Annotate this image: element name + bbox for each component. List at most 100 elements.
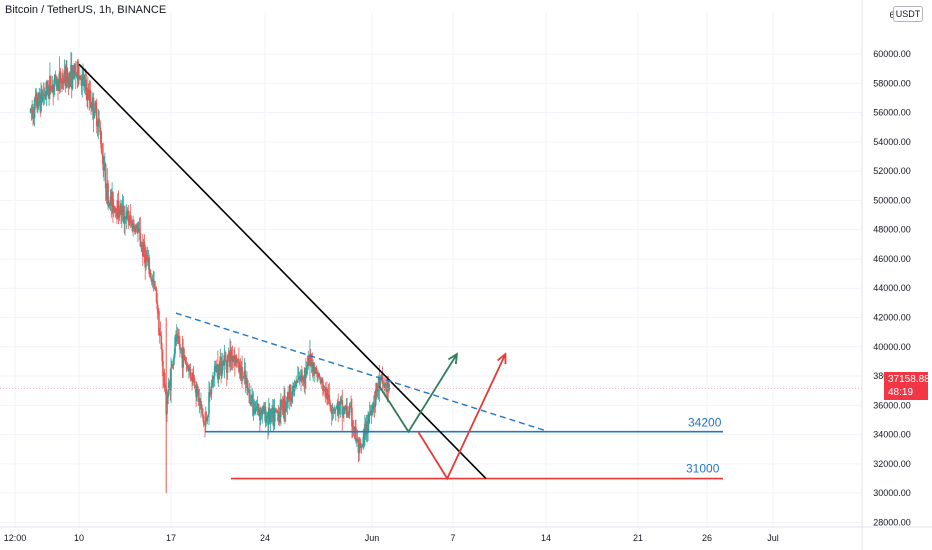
up-candle <box>363 433 365 438</box>
down-candle <box>44 93 46 96</box>
price-tick-label: 28000.00 <box>873 517 911 527</box>
up-candle <box>124 216 126 224</box>
price-tick-label: 36000.00 <box>873 400 911 410</box>
down-candle <box>123 218 126 224</box>
up-candle <box>307 355 310 364</box>
down-candle <box>330 406 332 412</box>
down-candle <box>72 65 75 79</box>
down-candle <box>122 205 125 219</box>
bar-countdown: 48:19 <box>888 387 914 398</box>
down-candle <box>385 384 388 392</box>
down-candle <box>177 335 180 339</box>
up-candle <box>63 70 66 82</box>
up-candle <box>175 333 178 342</box>
down-candle <box>146 255 148 262</box>
up-candle <box>300 370 302 381</box>
down-candle <box>42 95 45 97</box>
up-candle <box>153 281 155 283</box>
down-candle <box>277 411 280 422</box>
up-candle <box>84 79 87 83</box>
price-tick-label: 58000.00 <box>873 78 911 88</box>
up-candle <box>93 113 96 119</box>
up-candle <box>361 444 364 446</box>
up-candle <box>158 332 161 336</box>
down-candle <box>276 410 278 412</box>
down-candle <box>203 422 205 424</box>
up-candle <box>68 73 71 88</box>
up-candle <box>223 355 226 366</box>
down-candle <box>220 356 222 376</box>
up-candle <box>242 376 245 378</box>
down-candle <box>152 279 155 283</box>
down-candle <box>159 332 162 336</box>
down-candle <box>129 215 132 222</box>
down-candle <box>197 388 200 402</box>
down-candle <box>344 407 347 411</box>
price-axis[interactable]: 28000.00 30000.00 32000.00 34000.00 36000.00… <box>861 0 911 550</box>
up-candle <box>372 402 374 411</box>
up-candle <box>255 406 258 408</box>
currency-button[interactable]: USDT <box>893 6 923 22</box>
up-candle <box>82 74 84 76</box>
up-candle <box>326 393 329 400</box>
price-tick-label: 54000.00 <box>873 137 911 147</box>
up-candle <box>166 404 168 415</box>
up-candle <box>376 389 379 392</box>
down-candle <box>305 368 307 376</box>
up-candle <box>309 353 311 366</box>
up-candle <box>97 118 100 127</box>
up-candle <box>374 395 377 408</box>
down-candle <box>87 88 90 100</box>
up-candle <box>274 408 277 413</box>
up-candle <box>56 79 58 87</box>
down-candle <box>144 254 147 268</box>
down-candle <box>257 403 260 412</box>
down-candle <box>179 343 181 350</box>
down-candle <box>268 407 271 422</box>
up-candle <box>58 71 61 80</box>
down-candle <box>148 257 151 275</box>
up-candle <box>29 109 32 113</box>
down-candle <box>385 383 387 385</box>
time-tick-label: 24 <box>260 533 270 543</box>
down-candle <box>86 90 88 100</box>
price-tick-label: 40000.00 <box>873 342 911 352</box>
down-candle <box>382 383 385 387</box>
up-candle <box>106 183 109 200</box>
up-candle <box>208 392 210 415</box>
time-axis[interactable]: 12:00 10 17 24 Jun 7 14 21 26 Jul <box>0 526 932 543</box>
down-candle <box>228 354 230 362</box>
down-candle <box>155 289 158 302</box>
up-candle <box>73 65 75 79</box>
down-candle <box>225 362 228 373</box>
up-candle <box>218 363 221 376</box>
down-candle <box>104 163 107 189</box>
down-candle <box>139 232 142 247</box>
down-candle <box>59 71 62 83</box>
down-candle <box>360 445 362 449</box>
up-candle <box>49 75 51 86</box>
up-candle <box>88 90 91 100</box>
down-candle <box>328 395 331 403</box>
up-candle <box>114 208 117 213</box>
up-candle <box>37 106 39 109</box>
down-candle <box>183 348 185 356</box>
up-candle <box>312 362 314 372</box>
down-candle <box>80 80 83 86</box>
down-candle <box>201 408 204 416</box>
up-candle <box>320 380 323 384</box>
up-candle <box>61 78 63 83</box>
up-candle <box>298 375 301 377</box>
up-candle <box>314 367 317 373</box>
chart-title: Bitcoin / TetherUS, 1h, BINANCE <box>5 4 167 16</box>
up-candle <box>386 381 389 392</box>
down-candle <box>262 407 264 409</box>
down-candle <box>55 77 58 87</box>
up-candle <box>375 382 377 396</box>
price-tick-label: 34000.00 <box>873 430 911 440</box>
down-candle <box>181 350 184 368</box>
down-candle <box>131 221 134 232</box>
up-candle <box>388 383 390 391</box>
down-candle <box>195 389 197 397</box>
